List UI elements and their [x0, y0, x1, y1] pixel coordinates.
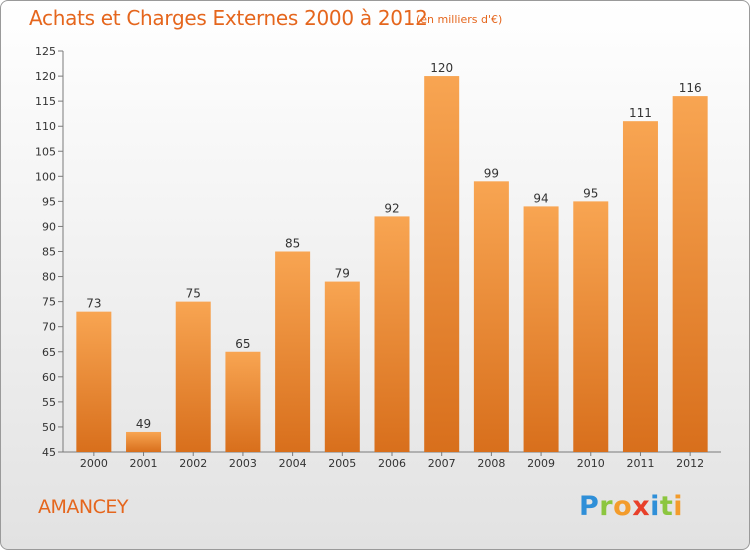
x-axis: 2000 2001 2002 2003 2004 2005 2006 2007 2008 2009… [63, 451, 721, 470]
logo-letter: i [673, 491, 684, 522]
data-label: 79 [335, 267, 350, 281]
bar [573, 201, 609, 452]
bar [424, 76, 460, 452]
data-label: 116 [679, 81, 702, 95]
bar [126, 431, 162, 452]
y-tick-label: 95 [42, 195, 56, 208]
bar [622, 121, 658, 453]
data-labels: 73 49 75 65 85 79 92 120 99 94 95 111 116 [86, 61, 701, 431]
commune-name: AMANCEY [38, 496, 128, 518]
data-label: 73 [86, 297, 101, 311]
y-tick-label: 120 [35, 70, 56, 83]
data-label: 95 [583, 186, 598, 200]
x-tick-label: 2001 [130, 457, 158, 470]
y-tick-label: 60 [42, 371, 56, 384]
data-label: 94 [533, 191, 548, 205]
y-tick-label: 55 [42, 396, 56, 409]
data-label: 65 [235, 337, 250, 351]
bar [672, 96, 708, 453]
x-tick-label: 2011 [626, 457, 654, 470]
y-tick-label: 65 [42, 346, 56, 359]
bar [275, 251, 311, 452]
y-tick-label: 85 [42, 246, 56, 259]
data-label: 99 [484, 166, 499, 180]
logo-letter: o [613, 491, 633, 522]
bar [324, 281, 360, 452]
chart-subtitle: (en milliers d'€) [416, 13, 503, 26]
x-tick-label: 2008 [477, 457, 505, 470]
data-label: 120 [430, 61, 453, 75]
data-label: 92 [384, 201, 399, 215]
logo-letter: P [579, 491, 600, 522]
bar [225, 351, 261, 452]
logo-letter: r [599, 491, 614, 522]
data-label: 85 [285, 237, 300, 251]
chart-title: Achats et Charges Externes 2000 à 2012 [29, 6, 428, 30]
x-tick-label: 2005 [328, 457, 356, 470]
proxiti-logo: Proxiti [579, 491, 683, 522]
x-tick-label: 2007 [428, 457, 456, 470]
y-tick-label: 90 [42, 220, 56, 233]
x-tick-label: 2002 [179, 457, 207, 470]
y-axis: 45 50 55 60 65 70 75 80 85 90 95 100 105 110 115 120 125 [35, 45, 64, 459]
y-tick-label: 50 [42, 421, 56, 434]
y-tick-label: 70 [42, 321, 56, 334]
y-tick-label: 100 [35, 170, 56, 183]
y-tick-label: 105 [35, 145, 56, 158]
logo-letter: x [632, 491, 651, 522]
bar [523, 206, 559, 452]
bar [473, 181, 509, 452]
x-tick-label: 2009 [527, 457, 555, 470]
x-tick-label: 2003 [229, 457, 257, 470]
y-tick-label: 115 [35, 95, 56, 108]
bar [76, 311, 112, 452]
bar [175, 301, 211, 452]
data-label: 75 [186, 287, 201, 301]
data-label: 49 [136, 417, 151, 431]
x-tick-label: 2004 [279, 457, 307, 470]
x-tick-label: 2010 [577, 457, 605, 470]
y-tick-label: 125 [35, 45, 56, 58]
y-tick-label: 75 [42, 296, 56, 309]
y-tick-label: 110 [35, 120, 56, 133]
logo-letter: t [659, 491, 674, 522]
data-label: 111 [629, 106, 652, 120]
bar [374, 216, 410, 452]
x-tick-label: 2006 [378, 457, 406, 470]
y-tick-label: 80 [42, 271, 56, 284]
bars [76, 76, 708, 453]
x-tick-label: 2000 [80, 457, 108, 470]
y-tick-label: 45 [42, 446, 56, 459]
x-tick-label: 2012 [676, 457, 704, 470]
logo-letter: i [650, 491, 660, 522]
